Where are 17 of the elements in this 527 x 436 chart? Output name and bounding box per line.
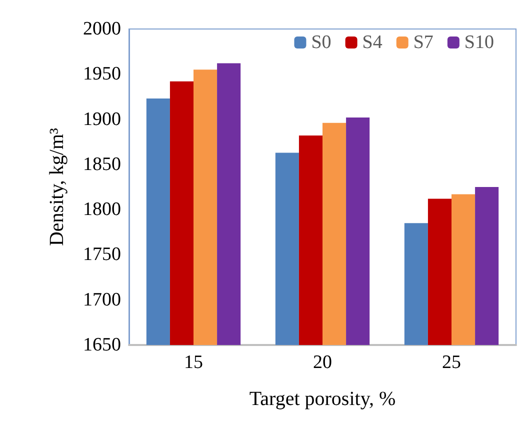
y-tick-label: 1850 [83, 154, 121, 175]
y-tick-label: 1950 [83, 64, 121, 85]
x-tick-label: 25 [442, 352, 461, 373]
y-tick-label: 1750 [83, 244, 121, 266]
y-tick-label: 1700 [83, 289, 121, 310]
y-tick-label: 2000 [83, 18, 121, 40]
legend-label: S4 [362, 32, 383, 53]
y-axis-title: Density, kg/m³ [46, 128, 68, 246]
legend-label: S10 [464, 32, 494, 53]
x-axis-title: Target porosity, % [249, 388, 396, 410]
y-tick-label: 1900 [83, 108, 121, 130]
x-tick-label: 15 [184, 352, 203, 373]
legend-label: S0 [311, 32, 332, 53]
legend-label: S7 [413, 32, 434, 53]
y-tick-label: 1800 [83, 199, 121, 220]
x-tick-label: 20 [313, 352, 332, 373]
y-tick-label: 1650 [83, 334, 121, 356]
